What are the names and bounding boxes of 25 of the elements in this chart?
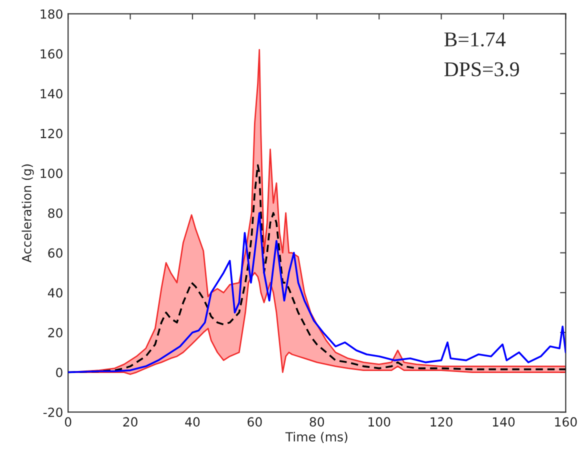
x-tick-label: 160 (555, 417, 577, 427)
y-tick-label: 60 (48, 248, 62, 258)
x-tick-label: 20 (123, 417, 138, 427)
y-tick-label: 40 (48, 288, 62, 298)
x-tick-label: 60 (248, 417, 262, 427)
y-tick-label: 100 (40, 168, 62, 178)
x-tick-label: 140 (492, 417, 515, 427)
annotation: B=1.74 (444, 32, 506, 47)
annotation: DPS=3.9 (444, 62, 519, 76)
y-tick-label: 180 (40, 9, 62, 19)
y-tick-label: 80 (48, 208, 62, 218)
x-axis-title: Time (ms) (285, 432, 348, 443)
y-tick-label: 20 (48, 328, 62, 338)
y-tick-label: 120 (40, 128, 62, 138)
y-tick-label: 140 (40, 88, 62, 98)
y-tick-label: -20 (43, 408, 62, 418)
x-tick-label: 80 (310, 417, 324, 427)
y-tick-label: 0 (56, 368, 62, 378)
x-tick-label: 40 (185, 417, 200, 427)
x-tick-label: 120 (430, 417, 452, 427)
y-axis-title: Acceleration (g) (22, 164, 34, 263)
line-series (68, 212, 566, 374)
y-tick-label: 160 (40, 49, 62, 59)
x-tick-label: 100 (368, 417, 390, 427)
x-tick-label: 0 (64, 417, 72, 427)
